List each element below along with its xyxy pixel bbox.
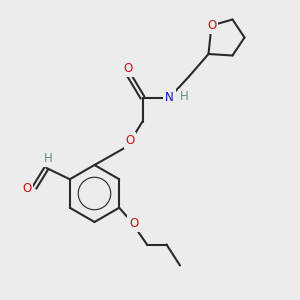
Text: O: O <box>124 62 133 75</box>
Text: O: O <box>207 19 216 32</box>
Text: H: H <box>179 90 188 104</box>
Text: H: H <box>44 152 52 165</box>
Text: O: O <box>129 217 138 230</box>
Text: O: O <box>22 182 32 195</box>
Text: N: N <box>165 91 174 104</box>
Text: O: O <box>125 134 134 147</box>
